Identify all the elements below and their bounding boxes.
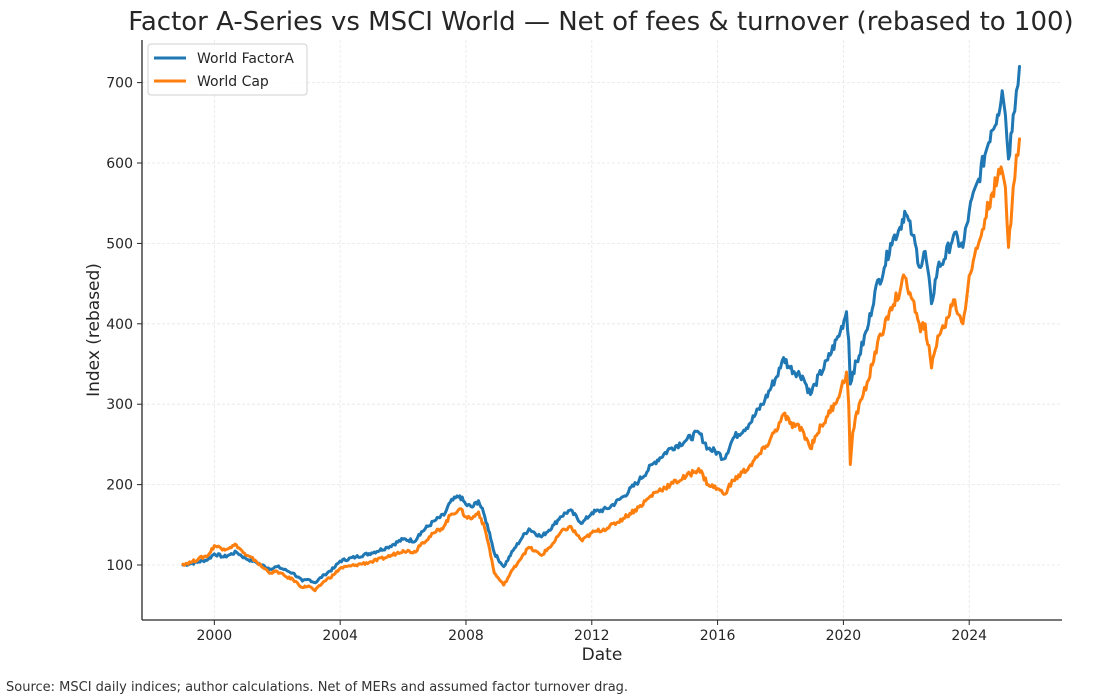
legend-label-world-cap: World Cap	[197, 74, 269, 90]
y-tick-label: 200	[106, 478, 133, 494]
x-tick-label: 2000	[197, 628, 233, 644]
legend-label-world-factora: World FactorA	[197, 51, 294, 67]
y-tick-label: 700	[106, 76, 133, 92]
axes	[141, 40, 1062, 621]
y-tick-label: 400	[106, 317, 133, 333]
y-axis-ticks: 100 200 300 400 500 600 700	[106, 76, 142, 574]
x-tick-label: 2024	[951, 628, 987, 644]
y-tick-label: 500	[106, 236, 133, 252]
x-tick-label: 2016	[700, 628, 736, 644]
x-tick-label: 2020	[826, 628, 862, 644]
y-axis-label: Index (rebased)	[84, 263, 104, 397]
legend: World FactorA World Cap	[147, 43, 308, 96]
series-line-world-cap	[181, 137, 1021, 593]
source-note: Source: MSCI daily indices; author calcu…	[6, 680, 629, 695]
x-axis-ticks: 2000 2004 2008 2012 2016 2020 2024	[197, 620, 987, 644]
chart-title: Factor A-Series vs MSCI World — Net of f…	[128, 7, 1073, 37]
series-line-world-factora	[181, 65, 1021, 585]
y-tick-label: 600	[106, 156, 133, 172]
x-tick-label: 2004	[322, 628, 358, 644]
y-tick-label: 300	[106, 397, 133, 413]
x-axis-label: Date	[582, 645, 623, 665]
series-layer	[181, 65, 1021, 593]
x-tick-label: 2008	[448, 628, 484, 644]
x-tick-label: 2012	[574, 628, 610, 644]
grid	[142, 40, 1062, 620]
y-tick-label: 100	[106, 558, 133, 574]
legend-frame	[147, 43, 308, 96]
